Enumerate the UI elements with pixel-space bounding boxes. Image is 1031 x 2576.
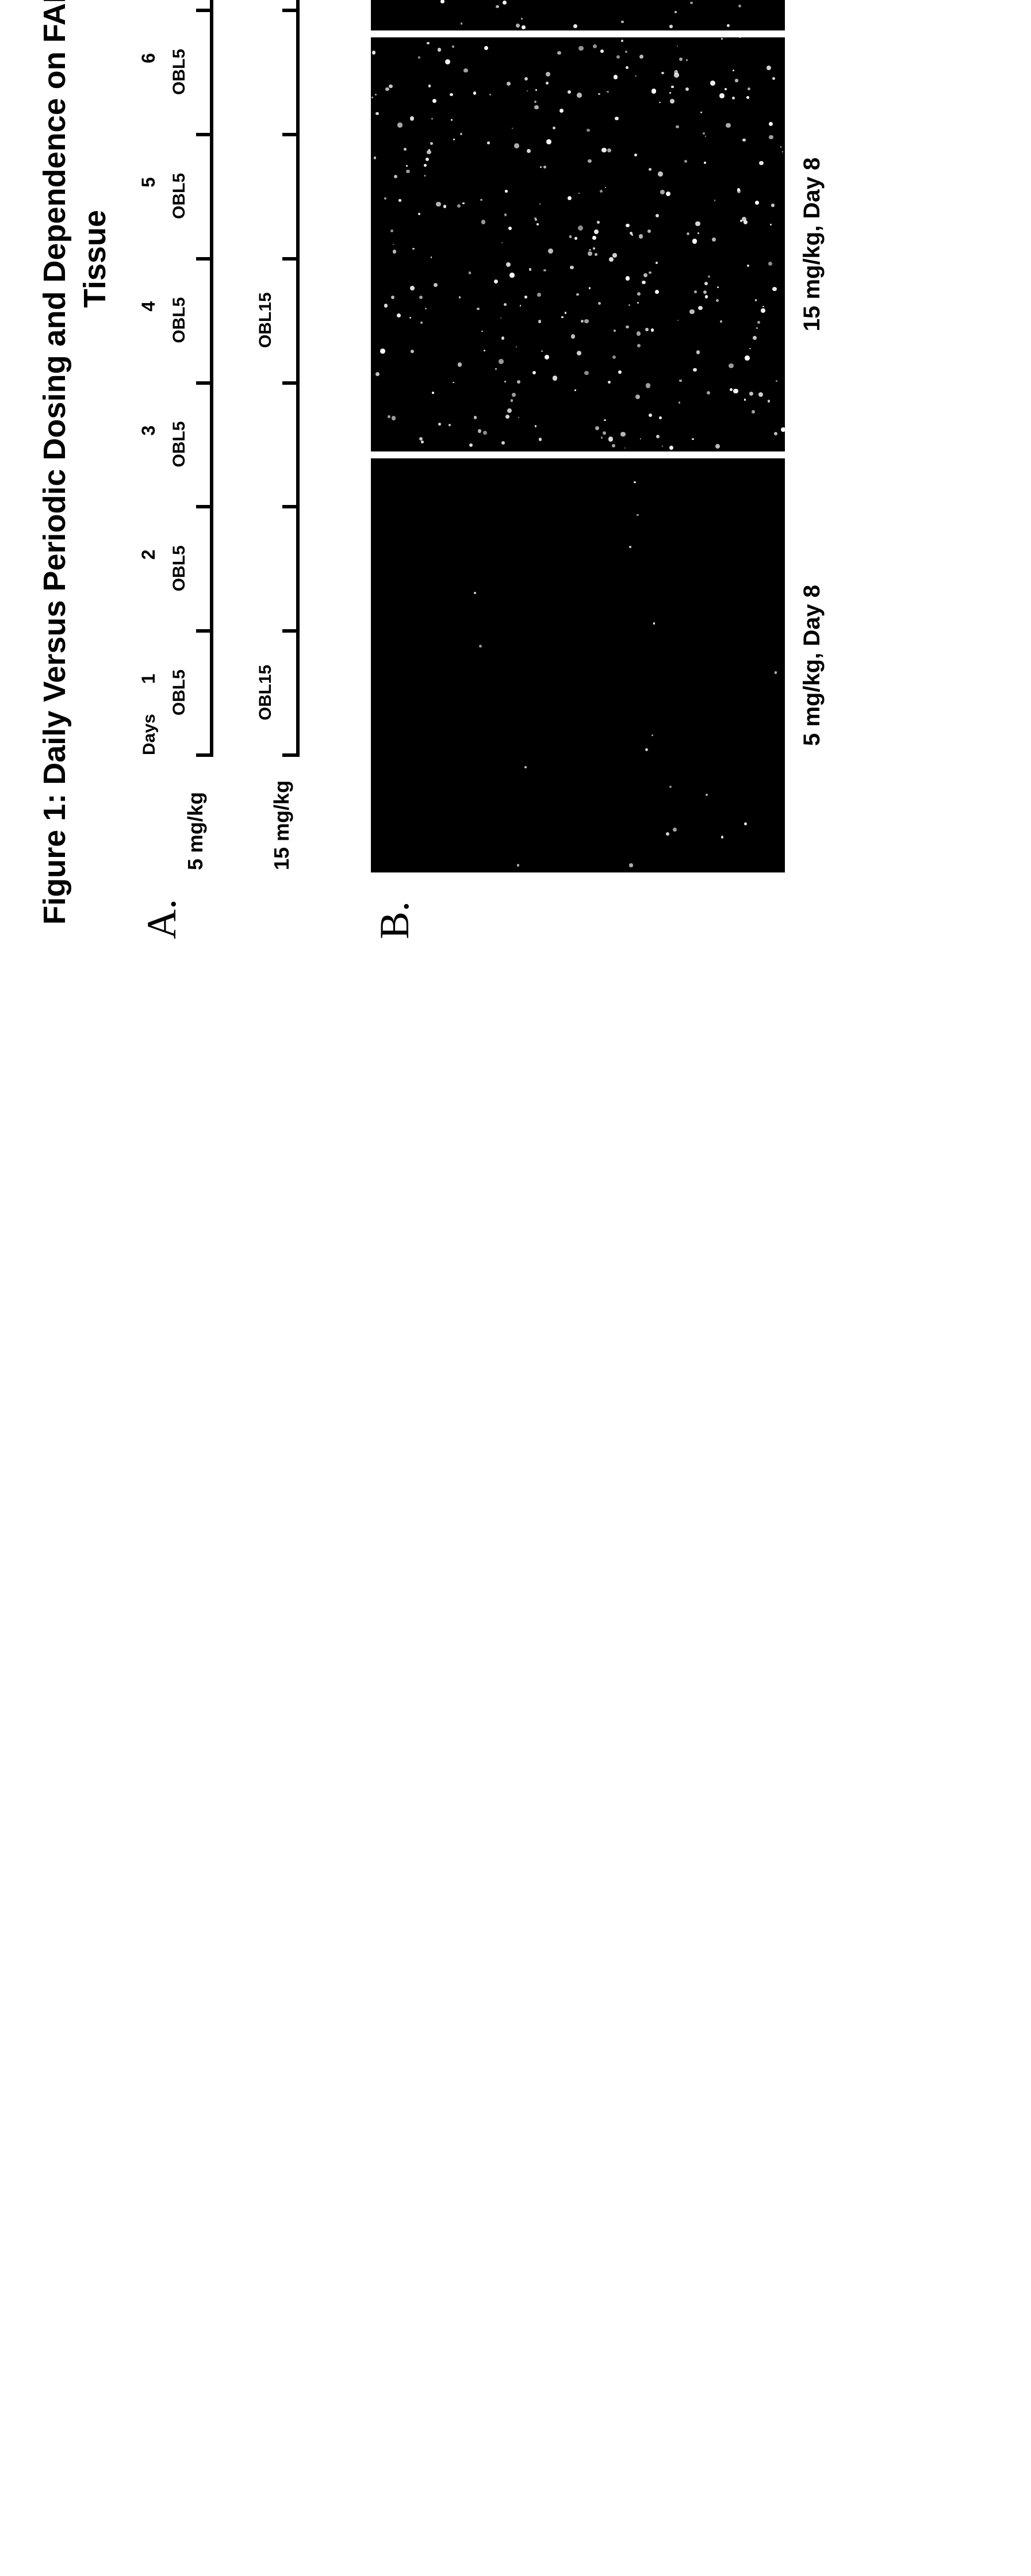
day-number: 6 [138, 53, 159, 177]
obl-label: OBL15 [256, 665, 275, 721]
dose-label-5mg: 5 mg/kg [183, 755, 208, 870]
axis-tick [282, 9, 300, 12]
micrograph-caption: 15 mg/kg, Day 8 [799, 158, 825, 331]
micrograph-column: 15 mg/kg, Day 12 [371, 0, 825, 30]
axis-tick [282, 629, 300, 633]
axis-tick [196, 753, 213, 757]
day-number: 5 [138, 177, 159, 301]
dose-label-15mg: 15 mg/kg [270, 755, 294, 870]
timeline-row-5mg: 5 mg/kg OBL5OBL5OBL5OBL5OBL5OBL5OBL5 [170, 0, 221, 870]
timeline-wrap: Days 1234567812 5 mg/kg OBL5 OBL5 OBL5 OBL5… [138, 0, 342, 870]
obl-label: OBL5 [170, 297, 189, 343]
micrograph-column: 15 mg/kg, Day 8 [371, 37, 825, 451]
obl-label: OBL5 [170, 545, 189, 591]
axis-15mg: OBL15OBL15OBL15 [256, 0, 308, 755]
axis-tick [196, 629, 213, 633]
days-label: Days [140, 714, 159, 755]
timeline-row-15mg: 15 mg/kg OBL15OBL15OBL15 [256, 0, 308, 870]
axis-tick [196, 9, 213, 12]
obl-label: OBL5 [170, 49, 189, 95]
day-numbers-row: 1234567812 [138, 0, 159, 696]
axis-line [210, 0, 213, 755]
micrograph-row: 5 mg/kg, Day 8 15 mg/kg, Day 8 15 mg/kg, D… [371, 0, 825, 872]
axis-5mg: OBL5OBL5OBL5OBL5OBL5OBL5OBL5 [170, 0, 221, 755]
axis-tick [196, 505, 213, 508]
figure-title: Figure 1: Daily Versus Periodic Dosing a… [35, 0, 115, 962]
panel-a: A. Days 1234567812 5 mg/kg OBL5 OBL5 OBL5 O… [138, 0, 342, 962]
day-number: 4 [138, 301, 159, 426]
obl-label: OBL5 [170, 421, 189, 467]
axis-tick [282, 505, 300, 508]
micrograph-caption: 5 mg/kg, Day 8 [799, 585, 825, 746]
axis-tick [196, 133, 213, 136]
day-number: 2 [138, 549, 159, 673]
panel-b-label: B. [371, 901, 419, 939]
axis-tick [282, 257, 300, 261]
axis-line [296, 0, 300, 755]
axis-tick [282, 753, 300, 757]
axis-tick [196, 257, 213, 261]
micrograph-image [371, 0, 785, 30]
obl-label: OBL15 [256, 292, 275, 348]
obl-label: OBL5 [170, 173, 189, 219]
axis-tick [282, 133, 300, 136]
day-number: 7 [138, 0, 159, 53]
obl-label: OBL5 [170, 669, 189, 715]
micrograph-image [371, 458, 785, 872]
day-number: 3 [138, 426, 159, 550]
panel-b: B. 5 mg/kg, Day 8 15 mg/kg, Day 8 15 mg/kg… [371, 0, 825, 962]
micrograph-image [371, 37, 785, 451]
axis-tick [282, 381, 300, 385]
micrograph-column: 5 mg/kg, Day 8 [371, 458, 825, 872]
day-number: 1 [138, 673, 159, 696]
axis-tick [196, 381, 213, 385]
panel-a-label: A. [138, 899, 186, 939]
